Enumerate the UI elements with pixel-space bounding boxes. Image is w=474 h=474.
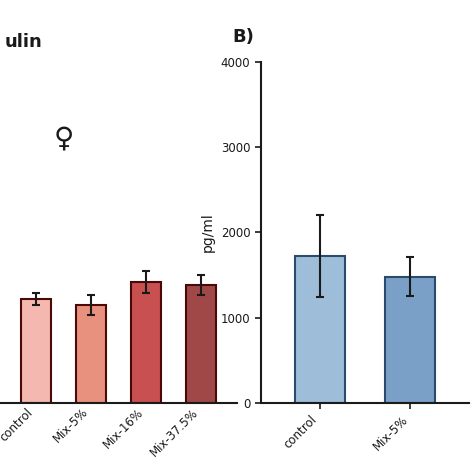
Text: ulin: ulin bbox=[5, 33, 43, 51]
Bar bbox=[295, 256, 345, 403]
Bar bbox=[385, 277, 435, 403]
Bar bbox=[131, 282, 161, 403]
Y-axis label: pg/ml: pg/ml bbox=[201, 212, 215, 252]
Bar bbox=[186, 285, 216, 403]
Text: B): B) bbox=[232, 28, 254, 46]
Bar bbox=[21, 299, 51, 403]
Text: ♀: ♀ bbox=[53, 124, 73, 153]
Bar bbox=[76, 305, 106, 403]
